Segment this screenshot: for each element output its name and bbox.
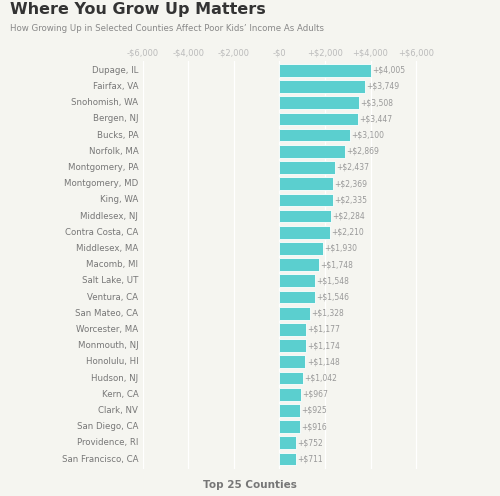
Bar bbox=[280, 226, 330, 239]
Text: +$3,100: +$3,100 bbox=[351, 130, 384, 139]
Text: +$925: +$925 bbox=[302, 406, 328, 415]
Text: Top 25 Counties: Top 25 Counties bbox=[203, 480, 297, 490]
Bar bbox=[280, 291, 314, 304]
Bar bbox=[280, 372, 303, 384]
Bar bbox=[280, 128, 350, 141]
Text: +$1,042: +$1,042 bbox=[304, 373, 337, 382]
Text: How Growing Up in Selected Counties Affect Poor Kids’ Income As Adults: How Growing Up in Selected Counties Affe… bbox=[10, 24, 324, 33]
Text: +$2,369: +$2,369 bbox=[334, 179, 368, 188]
Text: +$2,335: +$2,335 bbox=[334, 195, 367, 204]
Bar bbox=[280, 242, 324, 255]
Bar bbox=[280, 210, 332, 222]
Bar bbox=[280, 323, 306, 336]
Text: +$752: +$752 bbox=[298, 438, 324, 447]
Text: +$967: +$967 bbox=[302, 390, 328, 399]
Text: +$2,869: +$2,869 bbox=[346, 147, 379, 156]
Text: +$1,177: +$1,177 bbox=[308, 325, 340, 334]
Bar bbox=[280, 258, 319, 271]
Bar bbox=[280, 436, 296, 449]
Text: +$711: +$711 bbox=[297, 454, 322, 463]
Bar bbox=[280, 307, 310, 319]
Text: +$1,174: +$1,174 bbox=[308, 341, 340, 350]
Bar bbox=[280, 161, 335, 174]
Text: +$2,210: +$2,210 bbox=[331, 228, 364, 237]
Text: +$1,930: +$1,930 bbox=[324, 244, 358, 253]
Text: +$2,284: +$2,284 bbox=[332, 211, 366, 221]
Text: +$1,748: +$1,748 bbox=[320, 260, 354, 269]
Text: +$4,005: +$4,005 bbox=[372, 66, 405, 75]
Bar bbox=[280, 404, 300, 417]
Text: +$2,437: +$2,437 bbox=[336, 163, 369, 172]
Text: +$1,548: +$1,548 bbox=[316, 276, 348, 285]
Text: Where You Grow Up Matters: Where You Grow Up Matters bbox=[10, 2, 266, 17]
Bar bbox=[280, 339, 306, 352]
Bar bbox=[280, 80, 365, 93]
Bar bbox=[280, 453, 295, 465]
Text: +$1,148: +$1,148 bbox=[306, 357, 340, 367]
Bar bbox=[280, 388, 301, 401]
Text: +$1,328: +$1,328 bbox=[311, 309, 344, 318]
Bar bbox=[280, 64, 370, 76]
Bar bbox=[280, 113, 358, 125]
Bar bbox=[280, 274, 314, 287]
Bar bbox=[280, 193, 332, 206]
Text: +$3,749: +$3,749 bbox=[366, 82, 399, 91]
Text: +$3,508: +$3,508 bbox=[360, 98, 394, 107]
Text: +$3,447: +$3,447 bbox=[359, 114, 392, 124]
Bar bbox=[280, 145, 344, 158]
Bar bbox=[280, 420, 300, 433]
Text: +$916: +$916 bbox=[302, 422, 327, 431]
Bar bbox=[280, 356, 305, 368]
Text: +$1,546: +$1,546 bbox=[316, 293, 349, 302]
Bar bbox=[280, 96, 359, 109]
Bar bbox=[280, 177, 334, 190]
